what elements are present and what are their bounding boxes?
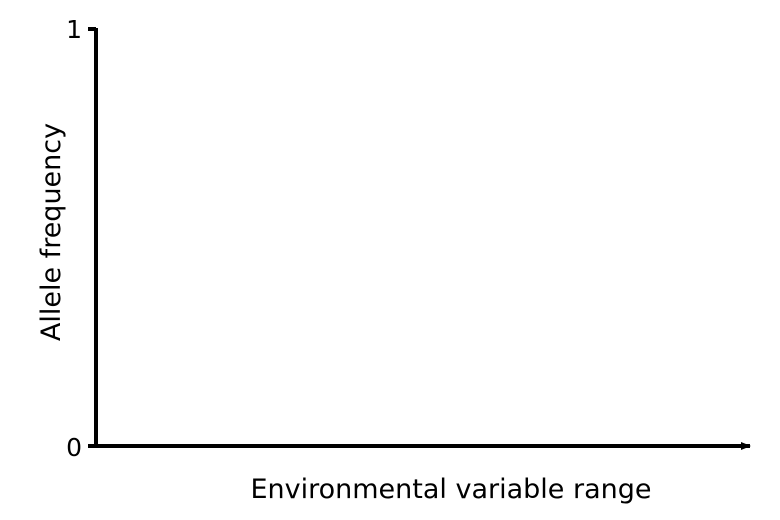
y-axis-label: Allele frequency xyxy=(36,123,67,341)
x-axis-label: Environmental variable range xyxy=(250,474,651,505)
y-tick-label-top: 1 xyxy=(66,15,82,44)
y-tick-label-bottom: 0 xyxy=(66,433,82,462)
